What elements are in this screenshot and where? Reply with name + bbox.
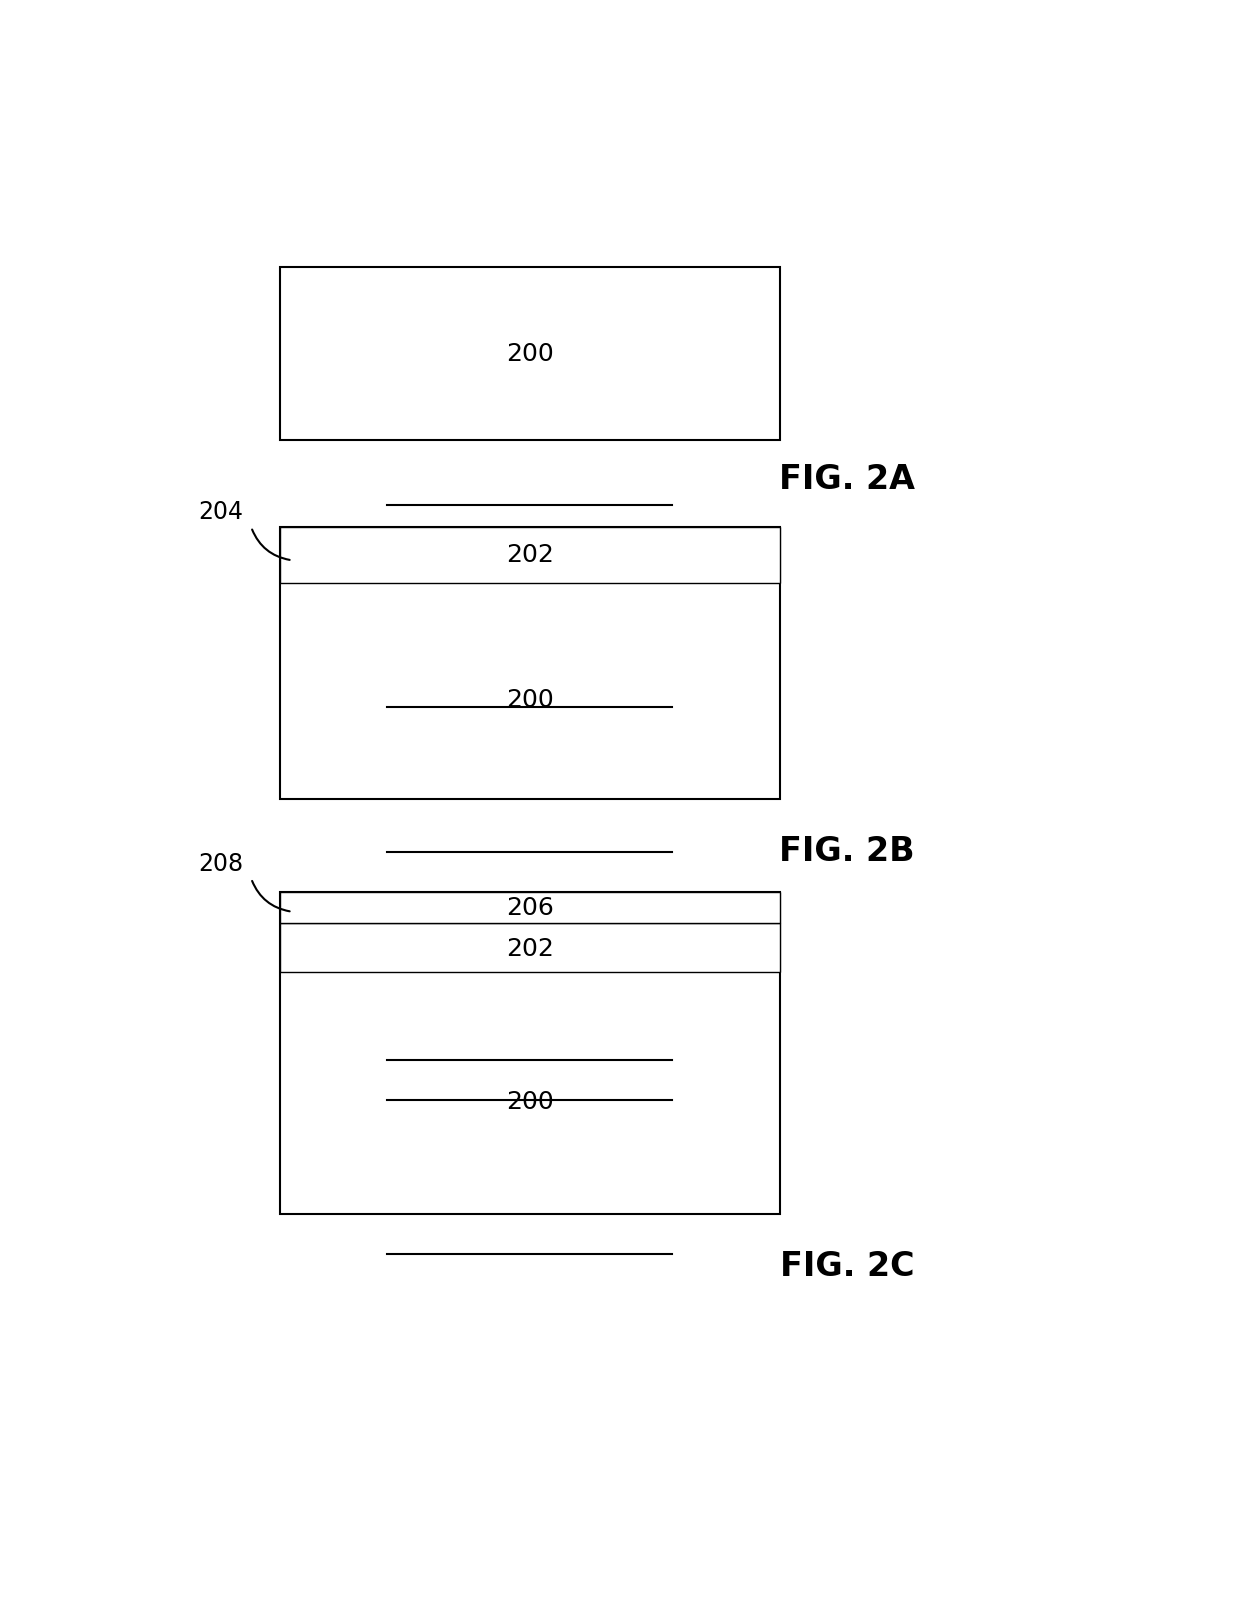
Bar	[280, 527, 780, 799]
Bar	[280, 527, 780, 583]
Text: 200: 200	[506, 342, 554, 366]
Text: 202: 202	[506, 543, 554, 567]
Text: 202: 202	[506, 937, 554, 961]
Text: 200: 200	[506, 1090, 554, 1114]
Text: 204: 204	[198, 500, 243, 524]
Text: FIG. 2C: FIG. 2C	[780, 1250, 914, 1284]
Text: 208: 208	[198, 852, 243, 876]
Bar	[280, 892, 780, 922]
Bar	[280, 267, 780, 440]
Text: FIG. 2A: FIG. 2A	[779, 463, 915, 497]
Bar	[280, 892, 780, 1213]
Text: 206: 206	[506, 897, 554, 921]
Text: 200: 200	[506, 688, 554, 712]
Text: FIG. 2B: FIG. 2B	[779, 834, 915, 868]
Bar	[280, 922, 780, 972]
